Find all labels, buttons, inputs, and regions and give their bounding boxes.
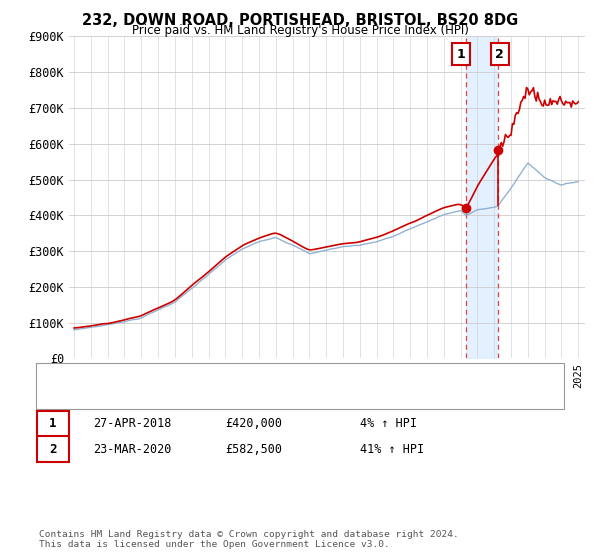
Text: 1: 1 (457, 48, 466, 61)
Text: 23-MAR-2020: 23-MAR-2020 (93, 442, 172, 456)
Text: 4% ↑ HPI: 4% ↑ HPI (360, 417, 417, 431)
Text: £420,000: £420,000 (225, 417, 282, 431)
Text: 2: 2 (49, 442, 56, 456)
Text: 232, DOWN ROAD, PORTISHEAD, BRISTOL, BS20 8DG (detached house): 232, DOWN ROAD, PORTISHEAD, BRISTOL, BS2… (87, 366, 490, 376)
Text: 41% ↑ HPI: 41% ↑ HPI (360, 442, 424, 456)
Text: 27-APR-2018: 27-APR-2018 (93, 417, 172, 431)
Text: Contains HM Land Registry data © Crown copyright and database right 2024.
This d: Contains HM Land Registry data © Crown c… (39, 530, 459, 549)
Text: 2: 2 (496, 48, 504, 61)
Text: HPI: Average price, detached house, North Somerset: HPI: Average price, detached house, Nort… (87, 385, 412, 395)
Text: 232, DOWN ROAD, PORTISHEAD, BRISTOL, BS20 8DG: 232, DOWN ROAD, PORTISHEAD, BRISTOL, BS2… (82, 13, 518, 28)
Text: Price paid vs. HM Land Registry's House Price Index (HPI): Price paid vs. HM Land Registry's House … (131, 24, 469, 37)
Text: 1: 1 (49, 417, 56, 431)
Text: £582,500: £582,500 (225, 442, 282, 456)
